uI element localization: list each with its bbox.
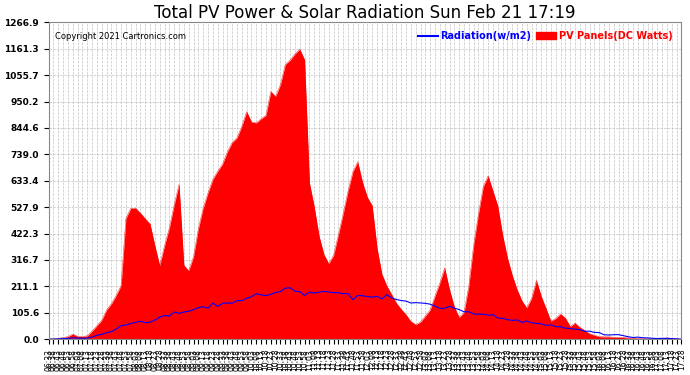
Title: Total PV Power & Solar Radiation Sun Feb 21 17:19: Total PV Power & Solar Radiation Sun Feb…: [155, 4, 575, 22]
Legend: Radiation(w/m2), PV Panels(DC Watts): Radiation(w/m2), PV Panels(DC Watts): [415, 27, 676, 45]
Text: Copyright 2021 Cartronics.com: Copyright 2021 Cartronics.com: [55, 32, 186, 41]
